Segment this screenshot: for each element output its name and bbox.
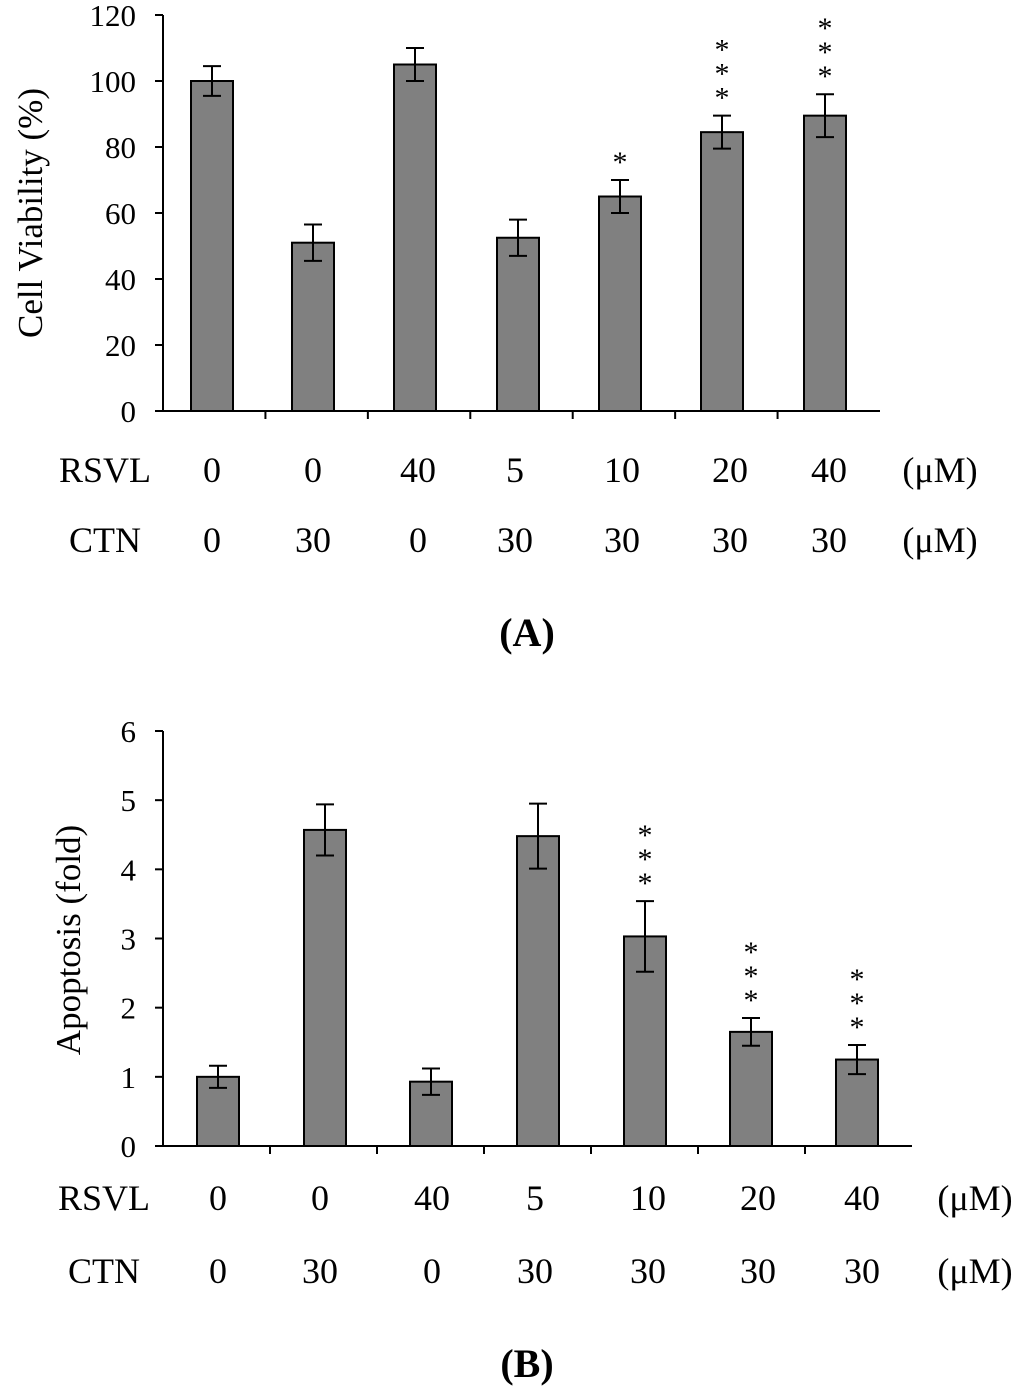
condition-unit: (μM) xyxy=(902,520,977,560)
condition-value: 10 xyxy=(630,1178,666,1218)
condition-value: 10 xyxy=(604,450,640,490)
y-tick-label: 1 xyxy=(121,1060,137,1095)
chart-panel-b: * * * * * * * * * 0 1 2 3 4 5 6 Apoptosis (fold) RSVL 0 0 40… xyxy=(49,714,1013,1386)
condition-value: 0 xyxy=(423,1251,441,1291)
y-tick-label: 20 xyxy=(105,328,136,363)
y-tick-label: 2 xyxy=(121,991,137,1026)
condition-value: 0 xyxy=(209,1251,227,1291)
y-tick-label: 0 xyxy=(121,1129,137,1164)
condition-value: 20 xyxy=(712,450,748,490)
condition-value: 30 xyxy=(740,1251,776,1291)
condition-value: 0 xyxy=(304,450,322,490)
condition-value: 30 xyxy=(630,1251,666,1291)
condition-unit: (μM) xyxy=(902,450,977,490)
condition-unit: (μM) xyxy=(937,1251,1012,1291)
condition-value: 30 xyxy=(295,520,331,560)
y-axis-label: Apoptosis (fold) xyxy=(49,825,88,1055)
condition-value: 30 xyxy=(497,520,533,560)
bar xyxy=(623,935,667,1147)
condition-value: 40 xyxy=(811,450,847,490)
y-tick-label: 100 xyxy=(90,64,137,99)
y-tick-label: 3 xyxy=(121,922,137,957)
bar xyxy=(700,131,744,412)
bar xyxy=(393,63,437,412)
condition-value: 0 xyxy=(203,520,221,560)
condition-value: 5 xyxy=(506,450,524,490)
y-axis-label: Cell Viability (%) xyxy=(11,88,50,338)
condition-value: 0 xyxy=(311,1178,329,1218)
significance-label: * * * xyxy=(744,936,759,1017)
condition-value: 30 xyxy=(811,520,847,560)
panel-label: (A) xyxy=(499,610,555,655)
bar xyxy=(291,241,335,412)
condition-value: 30 xyxy=(302,1251,338,1291)
condition-value: 30 xyxy=(517,1251,553,1291)
condition-value: 40 xyxy=(400,450,436,490)
condition-value: 40 xyxy=(844,1178,880,1218)
bar xyxy=(190,80,234,412)
y-tick-label: 120 xyxy=(90,0,137,33)
significance-label: * xyxy=(613,146,628,179)
y-tick-label: 4 xyxy=(121,852,137,887)
condition-label-ctn: CTN xyxy=(68,1251,140,1291)
bar xyxy=(516,835,560,1148)
significance-label: * * * xyxy=(818,12,833,93)
condition-value: 20 xyxy=(740,1178,776,1218)
condition-label-rsvl: RSVL xyxy=(59,450,151,490)
condition-value: 30 xyxy=(844,1251,880,1291)
bar xyxy=(803,114,847,413)
y-tick-label: 60 xyxy=(105,196,136,231)
bar xyxy=(598,195,642,412)
significance-label: * * * xyxy=(850,963,865,1044)
condition-label-rsvl: RSVL xyxy=(58,1178,150,1218)
bar xyxy=(496,236,540,412)
panel-label: (B) xyxy=(500,1341,553,1386)
condition-value: 0 xyxy=(209,1178,227,1218)
y-tick-label: 5 xyxy=(121,783,137,818)
condition-value: 0 xyxy=(203,450,221,490)
significance-label: * * * xyxy=(715,34,730,115)
bar xyxy=(303,828,347,1147)
bar xyxy=(729,1030,773,1147)
y-tick-label: 6 xyxy=(121,714,137,749)
condition-label-ctn: CTN xyxy=(69,520,141,560)
condition-unit: (μM) xyxy=(937,1178,1012,1218)
condition-value: 5 xyxy=(526,1178,544,1218)
condition-value: 30 xyxy=(604,520,640,560)
condition-value: 30 xyxy=(712,520,748,560)
condition-value: 0 xyxy=(409,520,427,560)
y-tick-label: 0 xyxy=(121,394,137,429)
y-tick-label: 80 xyxy=(105,130,136,165)
y-tick-label: 40 xyxy=(105,262,136,297)
condition-value: 40 xyxy=(414,1178,450,1218)
significance-label: * * * xyxy=(638,819,653,900)
